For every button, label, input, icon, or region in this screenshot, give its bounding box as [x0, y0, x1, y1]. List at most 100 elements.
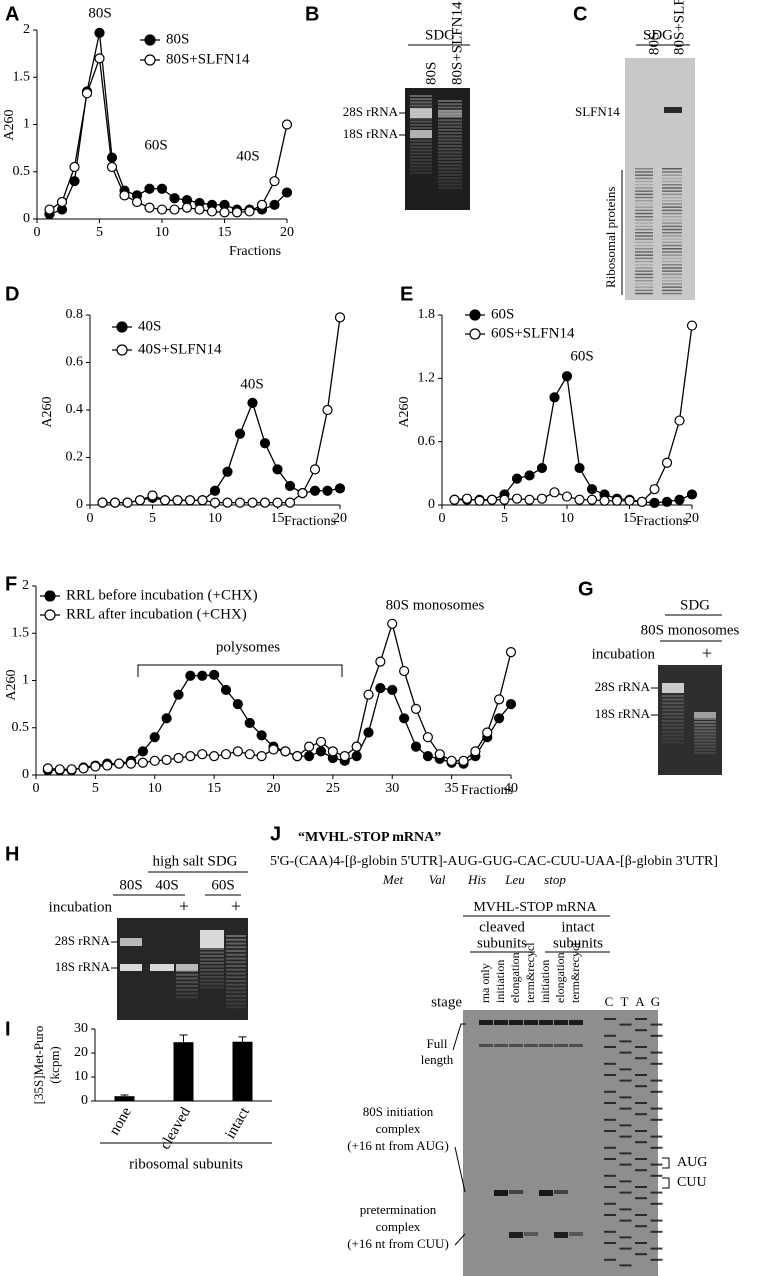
gel-band [539, 1020, 553, 1025]
gel-band [539, 1044, 553, 1047]
gel-band [479, 1044, 493, 1047]
gel-band [438, 141, 462, 144]
label: 5'G-(CAA)4-[β-globin 5'UTR]-AUG-GUG-CAC-… [270, 854, 718, 869]
pointer [454, 1233, 466, 1246]
gel-band [438, 167, 462, 170]
marker [458, 755, 469, 766]
annotation: 80S monosomes [386, 597, 485, 613]
x-tick-label: 25 [326, 781, 340, 796]
marker [482, 727, 493, 738]
gel-band [619, 1191, 632, 1194]
gel-band [604, 1214, 616, 1216]
y-tick-label: 0.2 [66, 450, 84, 465]
marker [334, 312, 346, 323]
label: length [421, 1052, 454, 1067]
gel-band [438, 110, 462, 117]
marker [119, 190, 130, 201]
label: T [621, 994, 629, 1009]
label: 80S [423, 62, 439, 85]
label: incubation [592, 646, 656, 662]
gel-band [662, 730, 684, 733]
gel-band [554, 1190, 568, 1194]
marker [292, 750, 303, 762]
gel-band [662, 292, 682, 295]
marker [399, 713, 410, 724]
gel-band [226, 987, 246, 990]
gel-band [635, 1214, 647, 1216]
gel-band [635, 1197, 647, 1200]
marker [149, 755, 160, 766]
y-tick-label: 1 [23, 117, 30, 132]
label: 40S [155, 877, 178, 893]
gel-band [694, 733, 716, 736]
marker [206, 206, 218, 217]
marker [280, 746, 291, 757]
marker [156, 204, 168, 215]
gel-band [226, 995, 246, 997]
gel-band [650, 1023, 663, 1026]
gel-band [635, 280, 653, 282]
gel-band [569, 1232, 583, 1236]
marker [511, 493, 523, 504]
gel-band [662, 200, 682, 202]
gel-band [662, 168, 682, 170]
gel-band [635, 1018, 647, 1020]
gel-band [176, 996, 198, 999]
marker [125, 758, 137, 769]
gel-band [438, 161, 462, 164]
gel-band [635, 273, 653, 276]
gel-band [554, 1020, 568, 1025]
gel-band [635, 1102, 647, 1104]
label: 80S [119, 877, 142, 893]
marker [173, 752, 184, 764]
gel-band [200, 976, 224, 978]
gel-band [662, 723, 684, 726]
gel-band [635, 1253, 647, 1256]
gel-band [635, 1186, 647, 1188]
gel-band [650, 1202, 663, 1205]
marker [90, 761, 101, 772]
series-line [49, 58, 288, 214]
gel-band [619, 1163, 632, 1166]
gel-band [200, 965, 224, 968]
gel-band [619, 1068, 632, 1071]
marker [234, 497, 246, 508]
gel-band [176, 981, 198, 984]
label: G [651, 994, 660, 1009]
marker [173, 689, 184, 700]
legend-marker [144, 54, 156, 66]
label: SLFN14 [575, 104, 620, 119]
gel-band [635, 180, 653, 183]
marker [511, 473, 523, 484]
gel-band [650, 1191, 663, 1194]
label: (+16 nt from CUU) [347, 1236, 449, 1251]
gel-band [438, 122, 462, 125]
gel-band [604, 1046, 616, 1048]
gel-band [438, 119, 462, 122]
gel-band [410, 146, 432, 149]
gel-band [410, 130, 432, 138]
gel-band [200, 930, 224, 948]
label: term&recycl [523, 942, 537, 1003]
gel-band [438, 135, 462, 138]
gel-band [662, 225, 682, 228]
marker [410, 741, 422, 752]
gel-band [635, 270, 653, 272]
marker [674, 415, 685, 426]
annotation: 60S [144, 137, 167, 153]
gel-band [226, 942, 246, 945]
marker [231, 207, 243, 218]
marker [268, 744, 279, 755]
gel-band [662, 289, 682, 292]
marker [272, 497, 283, 508]
gel-band [524, 1232, 538, 1236]
gel-band [662, 280, 682, 282]
gel-band [635, 184, 653, 186]
marker [351, 741, 362, 752]
marker [244, 206, 255, 217]
gel-band [635, 196, 653, 199]
gel-band [635, 257, 653, 260]
y-tick-label: 0 [23, 211, 30, 226]
marker [194, 204, 205, 215]
gel-band [662, 190, 682, 192]
